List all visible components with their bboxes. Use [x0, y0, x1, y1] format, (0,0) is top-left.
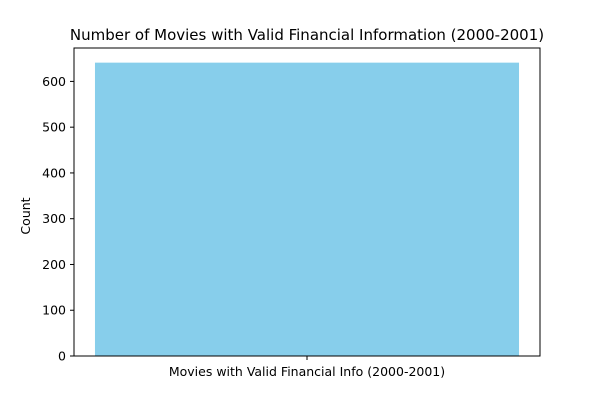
y-tick-label: 300 — [42, 211, 66, 226]
chart-title: Number of Movies with Valid Financial In… — [70, 26, 544, 44]
y-tick-label: 500 — [42, 120, 66, 135]
bar — [94, 62, 520, 357]
x-tick-label: Movies with Valid Financial Info (2000-2… — [169, 364, 445, 379]
y-axis-label: Count — [18, 197, 33, 234]
y-tick-label: 600 — [42, 74, 66, 89]
bars-group — [94, 62, 520, 357]
x-ticks: Movies with Valid Financial Info (2000-2… — [169, 356, 445, 379]
y-tick-label: 0 — [58, 349, 66, 364]
plot-frame — [73, 47, 541, 357]
y-ticks: 0 100 200 300 400 500 600 — [42, 74, 74, 364]
y-tick-label: 200 — [42, 257, 66, 272]
y-tick-label: 400 — [42, 165, 66, 180]
y-tick-label: 100 — [42, 303, 66, 318]
